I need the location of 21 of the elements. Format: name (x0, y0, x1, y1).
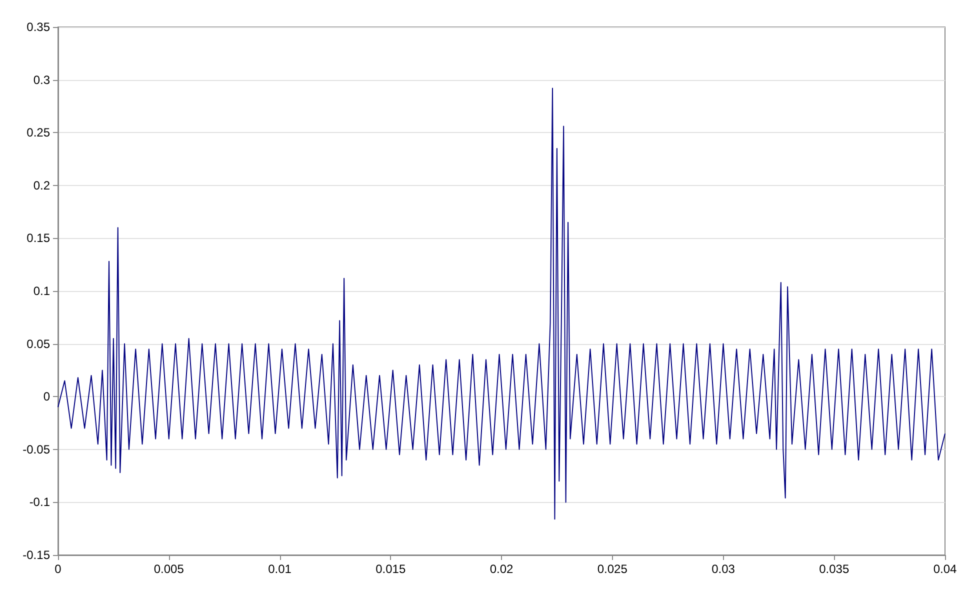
x-tick-label: 0.025 (597, 562, 628, 576)
x-tick-label: 0.035 (819, 562, 850, 576)
x-tick-label: 0.005 (154, 562, 184, 576)
y-tick-label: 0.2 (33, 178, 50, 192)
y-tick-label: 0.35 (26, 20, 50, 34)
line-series (58, 88, 946, 520)
y-tick-label: -0.1 (29, 495, 50, 510)
x-tick-label: 0 (54, 562, 62, 576)
y-tick-label: 0.05 (26, 336, 50, 351)
y-tick-label: -0.15 (22, 548, 50, 562)
x-tick-label: 0.04 (933, 562, 957, 576)
x-tick-label: 0.02 (490, 562, 514, 576)
y-tick-label: 0.15 (26, 231, 50, 246)
y-tick-label: -0.05 (22, 442, 50, 456)
y-tick-label: 0 (43, 390, 50, 404)
x-tick-label: 0.015 (376, 562, 406, 576)
y-tick-label: 0.25 (26, 126, 50, 140)
x-tick-label: 0.01 (268, 562, 292, 576)
y-tick-label: 0.1 (33, 284, 50, 298)
y-tick-label: 0.3 (33, 72, 50, 87)
x-tick-label: 0.03 (712, 562, 736, 576)
